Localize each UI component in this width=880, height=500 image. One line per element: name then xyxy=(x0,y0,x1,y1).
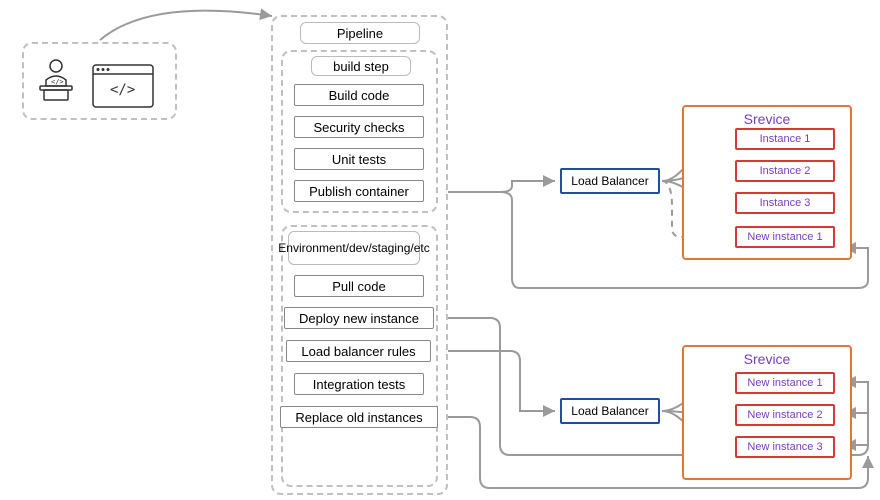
pipeline-header: Pipeline xyxy=(300,22,420,44)
env-box-3-label: Integration tests xyxy=(313,377,406,392)
env-box-2: Load balancer rules xyxy=(286,340,431,362)
build-step-header-label: build step xyxy=(333,59,389,74)
build-box-1: Security checks xyxy=(294,116,424,138)
build-box-2-label: Unit tests xyxy=(332,152,386,167)
svg-text:</>: </> xyxy=(51,78,64,86)
service-1-instance-1-label: New instance 2 xyxy=(747,409,822,421)
service-1-instance-2: New instance 3 xyxy=(735,436,835,458)
service-0-instance-2: Instance 3 xyxy=(735,192,835,214)
env-box-1-label: Deploy new instance xyxy=(299,311,419,326)
env-header: Environment/dev/staging/etc xyxy=(288,231,420,265)
service-1-instance-1: New instance 2 xyxy=(735,404,835,426)
build-box-3: Publish container xyxy=(294,180,424,202)
env-box-4: Replace old instances xyxy=(280,406,438,428)
service-1-instance-0: New instance 1 xyxy=(735,372,835,394)
build-step-header: build step xyxy=(311,56,411,76)
build-box-1-label: Security checks xyxy=(313,120,404,135)
build-box-3-label: Publish container xyxy=(309,184,409,199)
service-0-instance-0: Instance 1 xyxy=(735,128,835,150)
env-box-4-label: Replace old instances xyxy=(295,410,422,425)
service-0-instance-1: Instance 2 xyxy=(735,160,835,182)
service-0-instance-0-label: Instance 1 xyxy=(760,133,811,145)
service-0-instance-1-label: Instance 2 xyxy=(760,165,811,177)
service-0-instance-2-label: Instance 3 xyxy=(760,197,811,209)
env-box-0-label: Pull code xyxy=(332,279,385,294)
service-1-instance-0-label: New instance 1 xyxy=(747,377,822,389)
developer-container: </> </> xyxy=(22,42,177,120)
service-title-1: Srevice xyxy=(684,347,850,367)
service-0-instance-3: New instance 1 xyxy=(735,226,835,248)
svg-text:</>: </> xyxy=(110,82,135,98)
code-window-icon: </> xyxy=(92,64,154,108)
load-balancer-0: Load Balancer xyxy=(560,168,660,194)
env-box-0: Pull code xyxy=(294,275,424,297)
env-header-label: Environment/dev/staging/etc xyxy=(278,241,429,255)
pipeline-header-label: Pipeline xyxy=(337,26,383,41)
env-box-1: Deploy new instance xyxy=(284,307,434,329)
build-box-0: Build code xyxy=(294,84,424,106)
developer-icon: </> xyxy=(34,56,79,106)
build-box-0-label: Build code xyxy=(329,88,390,103)
load-balancer-1-label: Load Balancer xyxy=(571,404,648,418)
service-0-instance-3-label: New instance 1 xyxy=(747,231,822,243)
service-title-0: Srevice xyxy=(684,107,850,127)
load-balancer-0-label: Load Balancer xyxy=(571,174,648,188)
env-box-2-label: Load balancer rules xyxy=(301,344,415,359)
service-1-instance-2-label: New instance 3 xyxy=(747,441,822,453)
load-balancer-1: Load Balancer xyxy=(560,398,660,424)
build-box-2: Unit tests xyxy=(294,148,424,170)
env-box-3: Integration tests xyxy=(294,373,424,395)
